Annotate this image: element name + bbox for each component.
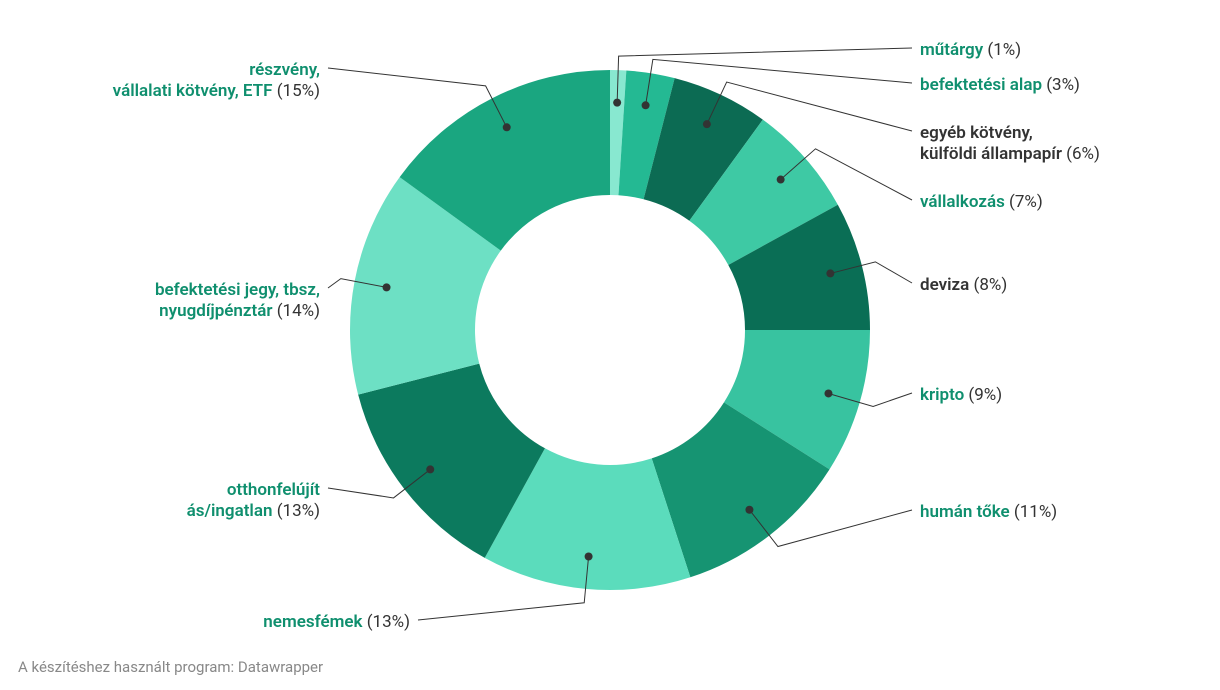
slice-label-pct: (6%) bbox=[1062, 144, 1100, 164]
slice-label-name: befektetési alap bbox=[920, 75, 1042, 95]
leader-dot bbox=[824, 389, 832, 397]
slice-label-name: humán tőke bbox=[920, 502, 1010, 522]
slice-label-pct: (8%) bbox=[969, 275, 1007, 295]
leader-dot bbox=[503, 123, 511, 131]
slice-label-pct: (3%) bbox=[1042, 75, 1080, 95]
slice-label: vállalkozás (7%) bbox=[920, 192, 1043, 213]
slice-label-pct: (9%) bbox=[964, 385, 1002, 405]
slice-label: kripto (9%) bbox=[920, 385, 1002, 406]
leader-dot bbox=[745, 506, 753, 514]
leader-dot bbox=[383, 283, 391, 291]
slice-label: deviza (8%) bbox=[920, 275, 1007, 296]
leader-dot bbox=[826, 269, 834, 277]
slice-label-name: műtárgy bbox=[920, 40, 983, 60]
slice-label-pct: (15%) bbox=[272, 81, 320, 101]
slice-label: befektetési jegy, tbsz,nyugdíjpénztár (1… bbox=[155, 280, 320, 323]
slice-label-pct: (14%) bbox=[272, 301, 320, 321]
slice-label: részvény,vállalati kötvény, ETF (15%) bbox=[113, 60, 320, 103]
slice-label: otthonfelújítás/ingatlan (13%) bbox=[187, 480, 320, 523]
slice-label: befektetési alap (3%) bbox=[920, 75, 1080, 96]
slice-label-name: nemesfémek bbox=[263, 612, 362, 632]
donut-chart-container: A készítéshez használt program: Datawrap… bbox=[0, 0, 1220, 690]
slice-label-pct: (7%) bbox=[1005, 192, 1043, 212]
slice-label-name: deviza bbox=[920, 275, 969, 295]
slice-label-pct: (11%) bbox=[1010, 502, 1058, 522]
leader-dot bbox=[613, 99, 621, 107]
slice-label-name: kripto bbox=[920, 385, 964, 405]
slice-label-pct: (13%) bbox=[272, 501, 320, 521]
leader-dot bbox=[642, 101, 650, 109]
slice-label-name: vállalkozás bbox=[920, 192, 1005, 212]
slice-label-name: egyéb kötvény,külföldi állampapír bbox=[920, 123, 1062, 164]
slice-label: humán tőke (11%) bbox=[920, 502, 1057, 523]
donut-chart-svg bbox=[0, 0, 1220, 690]
slice-label-pct: (13%) bbox=[362, 612, 410, 632]
slice-label-pct: (1%) bbox=[983, 40, 1021, 60]
slice-label: nemesfémek (13%) bbox=[263, 612, 410, 633]
slice-label: egyéb kötvény,külföldi állampapír (6%) bbox=[920, 123, 1100, 166]
slice-label: műtárgy (1%) bbox=[920, 40, 1021, 61]
chart-footer: A készítéshez használt program: Datawrap… bbox=[18, 658, 323, 676]
leader-dot bbox=[703, 120, 711, 128]
leader-dot bbox=[585, 552, 593, 560]
leader-dot bbox=[426, 465, 434, 473]
leader-dot bbox=[777, 176, 785, 184]
